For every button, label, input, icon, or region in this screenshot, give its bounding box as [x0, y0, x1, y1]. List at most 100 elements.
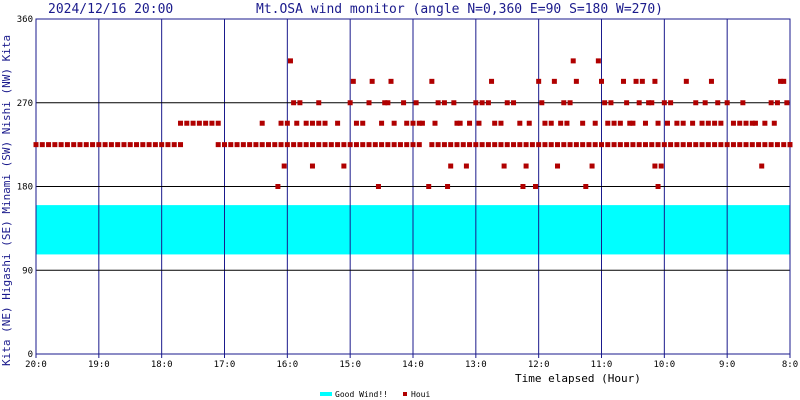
data-point [561, 142, 567, 148]
data-point [680, 142, 686, 148]
direction-axis-label: Kita (NE) Higashi (SE) Minami (SW) Nishi… [0, 35, 13, 366]
data-point [278, 142, 284, 148]
data-point [253, 142, 259, 148]
data-point [429, 142, 435, 148]
data-point [724, 100, 730, 106]
data-point [196, 120, 202, 126]
data-point [743, 120, 749, 126]
data-point [599, 78, 604, 84]
data-point [416, 120, 422, 126]
data-point [247, 142, 253, 148]
data-point [759, 163, 765, 169]
data-point [379, 142, 385, 148]
data-point [649, 100, 655, 106]
data-point [209, 120, 215, 126]
data-point [272, 142, 278, 148]
data-point [121, 142, 127, 148]
data-point [768, 142, 774, 148]
data-point [127, 142, 133, 148]
data-point [781, 142, 787, 148]
data-point [642, 120, 648, 126]
data-point [548, 142, 554, 148]
data-point [429, 78, 435, 84]
data-point [222, 142, 227, 148]
data-point [586, 142, 592, 148]
data-point [284, 120, 290, 126]
data-point [426, 184, 432, 189]
data-point [445, 184, 451, 189]
data-point [284, 142, 290, 148]
data-point [661, 142, 667, 148]
data-point [573, 142, 579, 148]
data-point [551, 78, 557, 84]
data-point [690, 120, 696, 126]
data-point [33, 142, 39, 148]
data-point [624, 100, 630, 106]
data-point [360, 120, 366, 126]
data-point [90, 142, 96, 148]
data-point [511, 142, 517, 148]
data-point [708, 78, 714, 84]
data-point [77, 142, 83, 148]
data-point [102, 142, 108, 148]
data-point [548, 120, 554, 126]
data-point [291, 142, 297, 148]
data-point [467, 120, 473, 126]
data-point [611, 142, 617, 148]
data-point [178, 142, 184, 148]
data-point [592, 142, 598, 148]
data-point [498, 120, 504, 126]
data-point [152, 142, 158, 148]
data-point [743, 142, 749, 148]
x-tick-label: 14:0 [402, 360, 424, 370]
data-point [479, 142, 485, 148]
chart-title: Mt.OSA wind monitor (angle N=0,360 E=90 … [256, 2, 663, 17]
x-tick-label: 10:0 [653, 360, 675, 370]
data-point [410, 142, 416, 148]
data-point [558, 120, 564, 126]
legend: Good Wind!! Houi [320, 390, 430, 399]
data-point [190, 120, 196, 126]
data-point [360, 142, 366, 148]
data-point [372, 142, 378, 148]
data-point [511, 100, 517, 106]
data-point [178, 120, 184, 126]
data-point [476, 120, 482, 126]
data-point [705, 120, 711, 126]
data-point [542, 120, 548, 126]
data-point [291, 100, 297, 106]
data-point [401, 100, 407, 106]
data-point [520, 184, 526, 189]
data-point [712, 120, 718, 126]
x-tick-label: 8:0 [782, 360, 798, 370]
legend-point-label: Houi [411, 390, 430, 399]
data-point [467, 142, 473, 148]
data-point [316, 100, 322, 106]
data-point [297, 142, 303, 148]
data-point [649, 142, 655, 148]
data-point [473, 142, 479, 148]
data-point [523, 142, 529, 148]
legend-band-label: Good Wind!! [335, 390, 388, 399]
data-point [457, 120, 463, 126]
data-point [309, 120, 315, 126]
data-point [413, 100, 419, 106]
data-point [297, 100, 303, 106]
data-point [134, 142, 140, 148]
data-point [385, 100, 391, 106]
data-point [674, 120, 680, 126]
data-point [781, 78, 787, 84]
data-point [683, 78, 689, 84]
data-point [441, 142, 447, 148]
data-point [536, 78, 542, 84]
data-point [265, 142, 271, 148]
data-point [64, 142, 70, 148]
data-point [611, 120, 617, 126]
data-point [693, 100, 699, 106]
data-point [146, 142, 152, 148]
data-point [756, 142, 762, 148]
data-point [517, 120, 523, 126]
data-point [762, 142, 768, 148]
y-tick-label: 0 [28, 350, 33, 360]
data-point [479, 100, 485, 106]
